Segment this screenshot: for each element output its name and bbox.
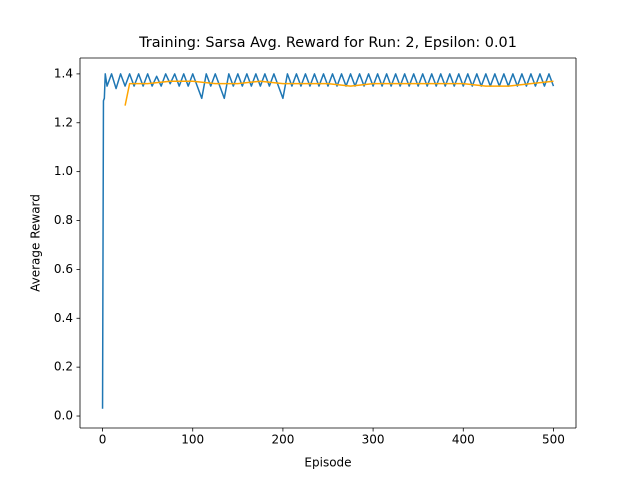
x-tick-label: 200 [271, 433, 294, 447]
data-line [101, 73, 555, 409]
chart-title: Training: Sarsa Avg. Reward for Run: 2, … [138, 35, 517, 51]
x-tick-label: 500 [542, 433, 565, 447]
y-tick-label: 0.8 [54, 213, 73, 227]
y-tick-label: 0.2 [54, 360, 73, 374]
y-tick-label: 1.4 [54, 66, 73, 80]
x-tick-label: 400 [452, 433, 475, 447]
x-tick-label: 0 [99, 433, 107, 447]
y-tick-label: 0.4 [54, 311, 73, 325]
y-tick-label: 1.0 [54, 164, 73, 178]
x-tick-label: 300 [362, 433, 385, 447]
data-line [124, 80, 554, 106]
x-tick-label: 100 [181, 433, 204, 447]
y-tick-label: 1.2 [54, 115, 73, 129]
y-tick-label: 0.0 [54, 409, 73, 423]
y-tick-label: 0.6 [54, 262, 73, 276]
y-axis-label: Average Reward [29, 194, 43, 292]
x-axis-label: Episode [304, 456, 351, 470]
